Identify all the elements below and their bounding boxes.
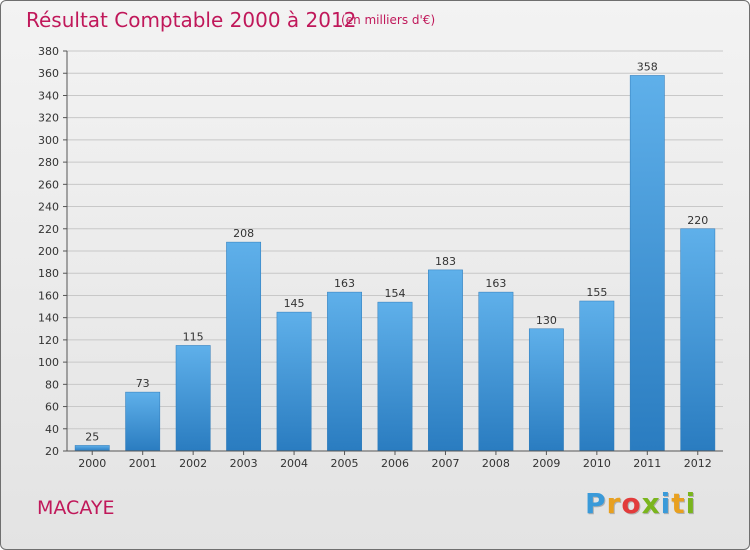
y-tick-label: 260 <box>38 178 59 191</box>
y-tick-label: 280 <box>38 156 59 169</box>
bar-2010 <box>579 300 615 452</box>
y-tick-label: 140 <box>38 312 59 325</box>
bar-2009 <box>528 328 564 452</box>
x-tick-label-2000: 2000 <box>78 457 106 470</box>
y-tick-label: 100 <box>38 356 59 369</box>
y-tick-label: 300 <box>38 134 59 147</box>
y-tick-label: 240 <box>38 201 59 214</box>
y-tick-label: 340 <box>38 89 59 102</box>
data-label-2010: 155 <box>586 286 607 299</box>
data-label-2006: 154 <box>385 287 406 300</box>
chart-title: Résultat Comptable 2000 à 2012 <box>26 8 357 32</box>
x-tick-label-2011: 2011 <box>633 457 661 470</box>
bar-2012 <box>680 228 716 452</box>
proxiti-logo: Proxiti <box>585 487 697 520</box>
data-label-2007: 183 <box>435 255 456 268</box>
bar-2005 <box>327 291 362 452</box>
x-tick-label-2004: 2004 <box>280 457 308 470</box>
y-tick-label: 220 <box>38 223 59 236</box>
y-tick-label: 60 <box>45 401 59 414</box>
data-label-2009: 130 <box>536 314 557 327</box>
x-tick-label-2001: 2001 <box>129 457 157 470</box>
data-label-2012: 220 <box>687 214 708 227</box>
data-label-2000: 25 <box>85 430 99 443</box>
y-tick-label: 320 <box>38 112 59 125</box>
y-tick-label: 200 <box>38 245 59 258</box>
bar-2000 <box>74 445 110 452</box>
bar-2001 <box>125 391 161 452</box>
bar-2011 <box>629 75 665 452</box>
y-tick-label: 180 <box>38 267 59 280</box>
x-tick-label-2008: 2008 <box>482 457 510 470</box>
data-label-2011: 358 <box>637 60 658 73</box>
chart-subtitle: (en milliers d'€) <box>341 13 436 27</box>
y-tick-label: 80 <box>45 378 59 391</box>
y-tick-label: 120 <box>38 334 59 347</box>
x-tick-label-2009: 2009 <box>532 457 560 470</box>
bar-2007 <box>428 269 463 452</box>
x-tick-label-2010: 2010 <box>583 457 611 470</box>
y-tick-label: 40 <box>45 423 59 436</box>
y-tick-label: 20 <box>45 445 59 458</box>
x-tick-label-2007: 2007 <box>431 457 459 470</box>
x-tick-label-2003: 2003 <box>230 457 258 470</box>
x-tick-label-2005: 2005 <box>331 457 359 470</box>
x-tick-label-2006: 2006 <box>381 457 409 470</box>
bar-2002 <box>175 345 211 452</box>
data-label-2005: 163 <box>334 277 355 290</box>
y-tick-label: 360 <box>38 67 59 80</box>
bar-2003 <box>226 241 262 452</box>
y-tick-label: 160 <box>38 289 59 302</box>
data-label-2002: 115 <box>183 330 204 343</box>
x-tick-label-2012: 2012 <box>684 457 712 470</box>
data-label-2008: 163 <box>485 277 506 290</box>
data-label-2001: 73 <box>136 377 150 390</box>
bar-2004 <box>276 311 312 452</box>
data-label-2004: 145 <box>284 297 305 310</box>
bar-2006 <box>377 301 413 452</box>
y-tick-label: 380 <box>38 45 59 58</box>
bar-2008 <box>478 291 514 452</box>
commune-name: MACAYE <box>37 497 115 519</box>
data-label-2003: 208 <box>233 227 254 240</box>
x-tick-label-2002: 2002 <box>179 457 207 470</box>
